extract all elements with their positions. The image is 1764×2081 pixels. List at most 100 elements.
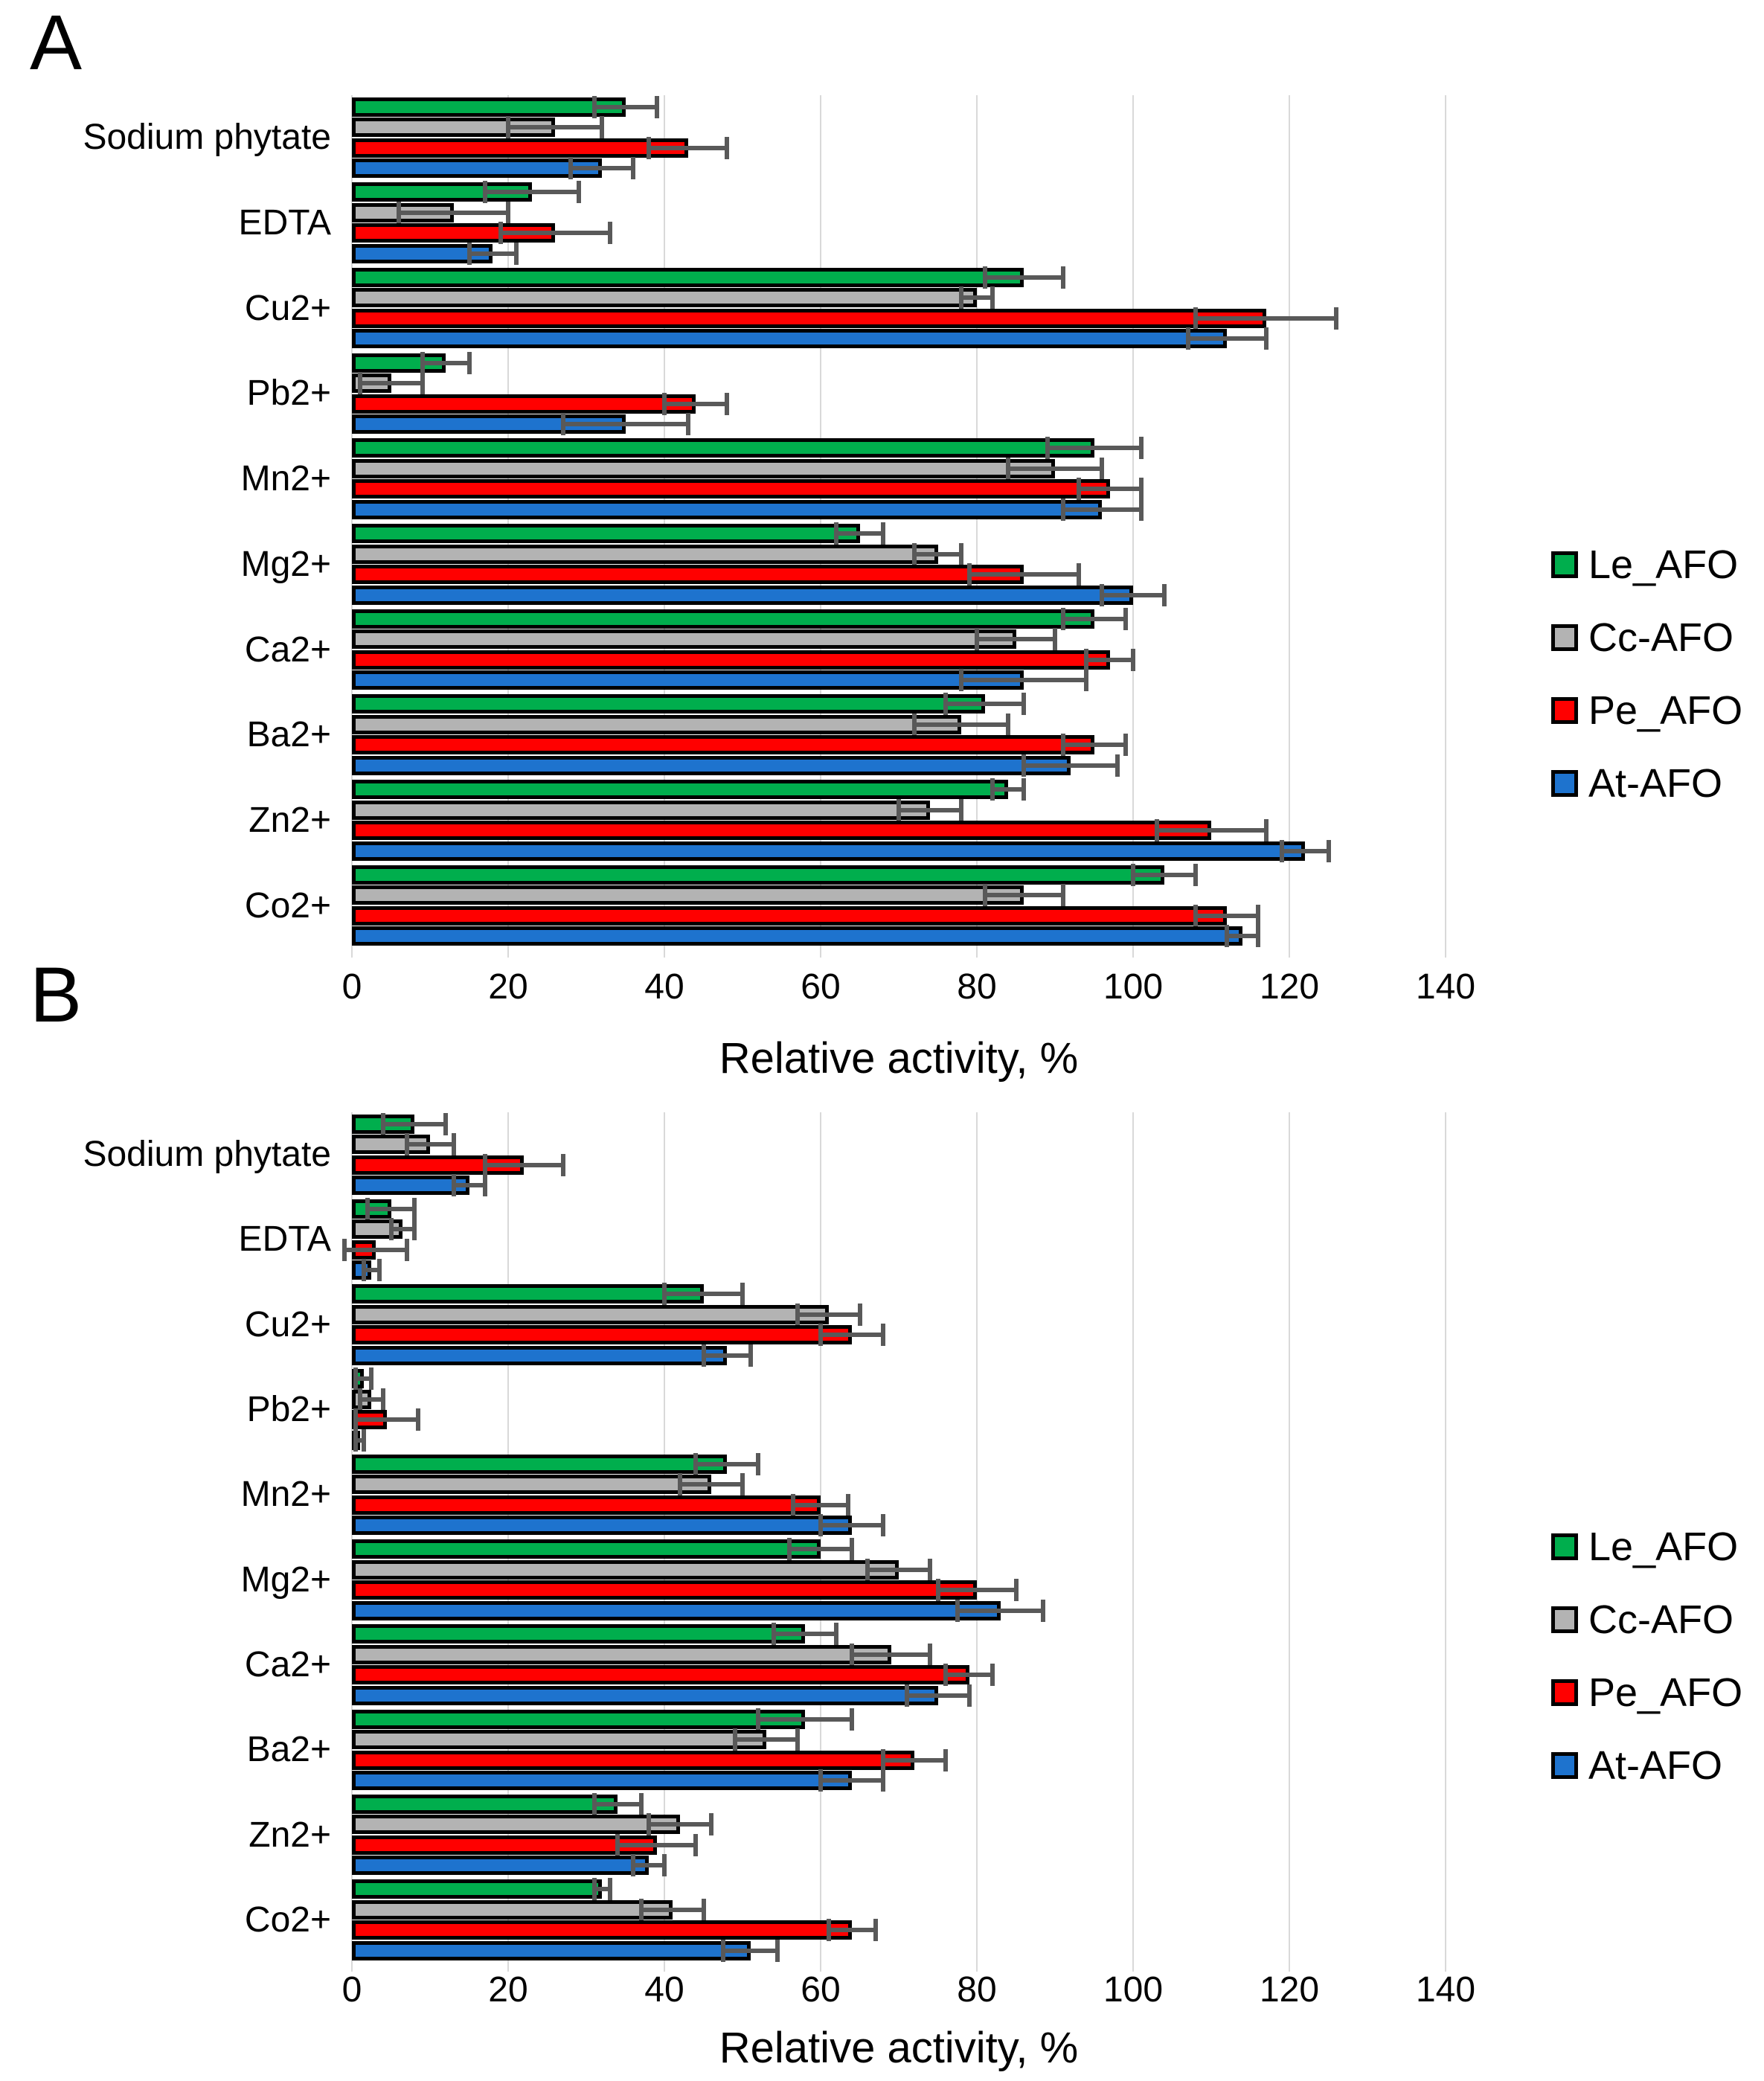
bar [352,865,1164,885]
error-bar-cap [1006,457,1010,480]
error-bar-cap [404,1238,409,1261]
category-label: EDTA [238,1219,331,1260]
error-bar-cap [693,1452,698,1475]
bar [352,1771,852,1791]
bar [352,800,930,820]
error-bar-cap [638,1898,644,1921]
legend-label: Pe_AFO [1588,1670,1743,1715]
error-bar-cap [966,1684,972,1707]
error-bar [664,1292,743,1297]
gridline [351,1112,353,1963]
bar [352,1539,821,1559]
error-bar-cap [959,669,963,692]
x-tick-label: 20 [488,1970,528,2010]
error-bar [867,1567,930,1572]
error-bar-cap [740,1283,745,1306]
error-bar-cap [638,1792,644,1815]
error-bar [359,381,423,386]
bar [352,267,1024,287]
category-label: Mn2+ [240,459,331,499]
error-bar-cap [904,1684,909,1707]
error-bar-cap [795,1728,800,1751]
gridline [820,1112,821,1963]
bar [352,1879,602,1899]
error-bar-cap [1053,628,1057,651]
error-bar-cap [1006,713,1010,736]
error-bar-cap [631,1854,635,1877]
legend-swatch [1551,1533,1578,1560]
bar [352,1835,657,1855]
x-tick-label: 60 [801,967,841,1007]
error-bar-cap [412,1197,417,1220]
error-bar-cap [756,1452,760,1475]
error-bar [356,1417,419,1423]
gridline [820,95,821,949]
error-bar [961,295,992,301]
error-bar-cap [662,1854,667,1877]
error-bar-cap [857,1303,862,1326]
error-bar-cap [560,413,565,436]
error-bar-cap [935,1579,940,1601]
error-bar-cap [685,413,690,436]
error-bar [969,572,1079,577]
legend-label: Le_AFO [1588,542,1739,587]
gridline [1132,95,1134,949]
error-bar [359,1397,383,1402]
error-bar-cap [881,1748,885,1771]
error-bar-cap [795,1303,800,1326]
error-bar-cap [1162,583,1167,606]
error-bar-cap [647,1813,651,1836]
bar [352,905,1227,926]
error-bar-cap [959,542,963,565]
error-bar [594,104,657,109]
error-bar-cap [381,1112,385,1135]
category-label: Zn2+ [248,1815,331,1855]
error-bar-cap [1084,669,1088,692]
bar [352,1709,805,1729]
bar [352,1176,469,1195]
error-bar-cap [818,1769,823,1792]
error-bar-cap [1326,839,1331,862]
error-bar [1062,743,1126,748]
error-bar [368,1206,414,1211]
error-bar-cap [881,522,885,545]
legend-swatch [1551,624,1578,651]
error-bar-cap [990,1664,995,1687]
error-bar-cap [912,542,917,565]
category-label: Cu2+ [244,288,331,328]
bar [352,585,1133,605]
error-bar-cap [818,1514,823,1537]
bar [352,694,985,714]
axis-tick-mark [1289,949,1290,958]
error-bar-cap [732,1728,737,1751]
error-bar [883,1757,946,1763]
error-bar-cap [1193,904,1198,927]
error-bar-cap [498,222,503,245]
bar [352,1600,1001,1620]
error-bar-cap [756,1708,760,1731]
bar [352,1325,852,1345]
bar [352,1454,727,1474]
error-bar-cap [466,351,472,374]
error-bar [1086,657,1133,662]
gridline [1445,1112,1446,1963]
error-bar [453,1183,485,1187]
error-bar-cap [1193,307,1198,330]
axis-tick-mark [1445,949,1446,958]
error-bar [946,702,1024,707]
error-bar-cap [865,1558,870,1581]
error-bar-cap [420,351,425,374]
error-bar-cap [693,1833,698,1856]
error-bar-cap [1131,648,1135,671]
category-label: Mg2+ [240,1559,331,1600]
error-bar [797,1312,860,1317]
x-tick-label: 40 [644,967,684,1007]
error-bar-cap [1263,819,1269,842]
bar [352,1475,711,1495]
error-bar-cap [416,1408,421,1431]
error-bar-cap [1131,863,1135,886]
error-bar-cap [850,1708,854,1731]
error-bar-cap [560,1153,565,1176]
category-label: Ca2+ [244,629,331,670]
error-bar-cap [982,266,987,289]
